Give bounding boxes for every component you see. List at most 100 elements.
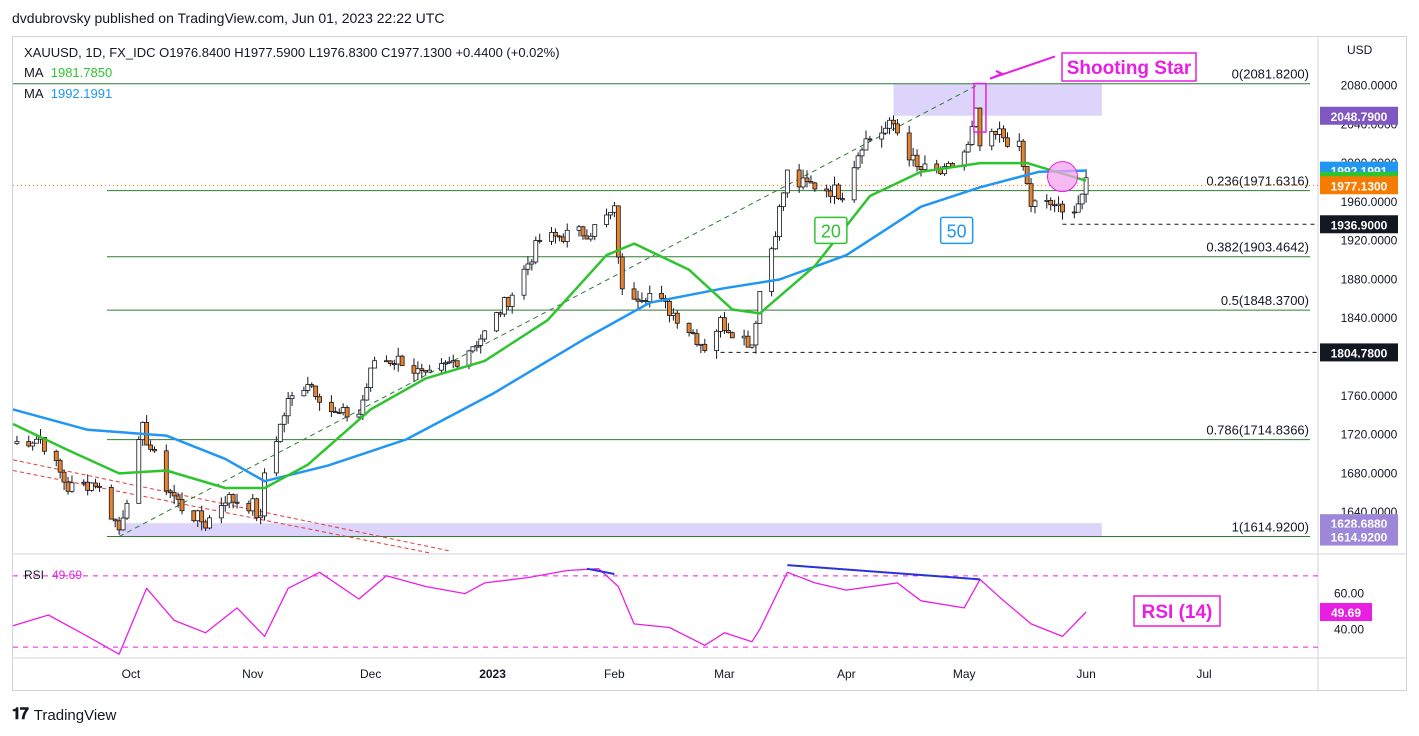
candle-body — [576, 226, 582, 231]
candle-body — [1075, 203, 1081, 213]
footer-brand[interactable]: TradingView — [33, 706, 117, 724]
candle-body — [442, 362, 448, 365]
candle-body — [368, 367, 374, 388]
candle-body — [647, 293, 653, 302]
candle-body — [631, 288, 637, 300]
candle-body — [26, 441, 32, 447]
ma50-legend-label: MA — [24, 86, 44, 101]
tradingview-logo-icon[interactable]: 𝟏𝟕 — [12, 706, 29, 723]
candle-body — [883, 127, 889, 134]
candle-body — [643, 300, 649, 302]
ma50-tag-box — [939, 216, 974, 245]
candle-body — [482, 330, 488, 340]
price-tick-1680: 1680.0000 — [1341, 466, 1398, 480]
candle-body — [226, 494, 232, 504]
candle-body — [965, 144, 971, 153]
candle-body — [148, 444, 153, 450]
candle-body — [152, 448, 157, 452]
candle-body — [942, 166, 947, 175]
candle-body — [863, 138, 869, 151]
price-tag-4: 1936.9000 — [1331, 218, 1388, 232]
price-tag-3-bg — [1320, 176, 1398, 195]
candle-body — [525, 263, 531, 270]
candle-body — [549, 231, 554, 242]
candle-body — [69, 482, 75, 492]
candle-body — [674, 312, 680, 324]
candle-body — [910, 154, 916, 161]
ma20-legend: MA 1981.7850 — [24, 65, 112, 80]
candle-body — [167, 490, 173, 494]
candle-body — [42, 437, 47, 452]
candle-body — [859, 149, 865, 157]
rsi-line — [12, 568, 1087, 655]
rsi-annotation-box — [1133, 595, 1221, 627]
candle-body — [670, 312, 676, 316]
rsi-divergence-0 — [586, 567, 615, 576]
candle-body — [729, 332, 735, 339]
ma50-tag: 50 — [947, 221, 967, 241]
candle-body — [533, 240, 539, 263]
candle-body — [140, 422, 146, 441]
candle-body — [372, 360, 378, 369]
candle-body — [1016, 140, 1022, 147]
candle-body — [773, 236, 778, 250]
fib-label-0.5: 0.5(1848.3700) — [1221, 293, 1309, 308]
candle-body — [246, 502, 252, 512]
candle-body — [30, 442, 36, 447]
shooting-star-arrowhead — [989, 70, 1005, 80]
candle-body — [615, 205, 621, 258]
candle-body — [879, 132, 885, 140]
candle-body — [124, 502, 130, 519]
resistance-zone-0 — [893, 83, 1102, 116]
candle-body — [537, 240, 543, 242]
candle-body — [608, 211, 613, 216]
candle-body — [812, 182, 818, 190]
candle-body — [108, 486, 114, 520]
candle-body — [556, 235, 562, 238]
rsi-tick-40: 40.00 — [1334, 622, 1364, 636]
candle-body — [714, 330, 719, 351]
candle-body — [1048, 199, 1054, 206]
price-tick-1920: 1920.0000 — [1341, 234, 1398, 248]
candle-body — [277, 423, 283, 443]
price-tick-1840: 1840.0000 — [1341, 311, 1398, 325]
price-tag-0-bg — [1320, 106, 1398, 125]
candle-body — [65, 481, 71, 492]
time-label-Jul: Jul — [1196, 667, 1211, 681]
candle-body — [191, 510, 197, 522]
candle-body — [698, 343, 704, 346]
candle-body — [93, 482, 98, 487]
candle-body — [199, 510, 205, 523]
candle-body — [1005, 137, 1010, 147]
price-tick-2080: 2080.0000 — [1341, 78, 1398, 92]
time-label-Oct: Oct — [122, 667, 141, 681]
candle-body — [686, 322, 692, 334]
candle-body — [218, 505, 224, 519]
candle-body — [360, 399, 366, 415]
time-label-2023: 2023 — [479, 667, 506, 681]
candle-body — [796, 169, 802, 188]
price-tag-5-bg — [1320, 343, 1398, 362]
candle-body — [824, 188, 830, 192]
shooting-star-highlight — [973, 82, 987, 133]
fib-label-0.382: 0.382(1903.4642) — [1206, 240, 1309, 255]
candle-body — [906, 132, 912, 161]
candle-body — [560, 236, 566, 242]
candle-body — [395, 355, 401, 365]
candle-body — [702, 343, 708, 351]
candle-body — [175, 495, 181, 500]
rsi-tag: 49.69 — [1331, 606, 1361, 620]
candle-body — [887, 119, 892, 129]
candle-body — [364, 387, 370, 401]
candle-body — [415, 368, 421, 374]
rsi-tick-60: 60.00 — [1334, 587, 1364, 601]
price-tag-3: 1977.1300 — [1331, 179, 1388, 193]
candle-body — [855, 155, 861, 169]
candle-body — [81, 481, 87, 484]
candle-body — [501, 297, 507, 315]
candle-body — [592, 224, 598, 237]
candle-body — [946, 162, 951, 167]
candle-body — [612, 205, 617, 213]
candle-body — [1083, 177, 1089, 195]
